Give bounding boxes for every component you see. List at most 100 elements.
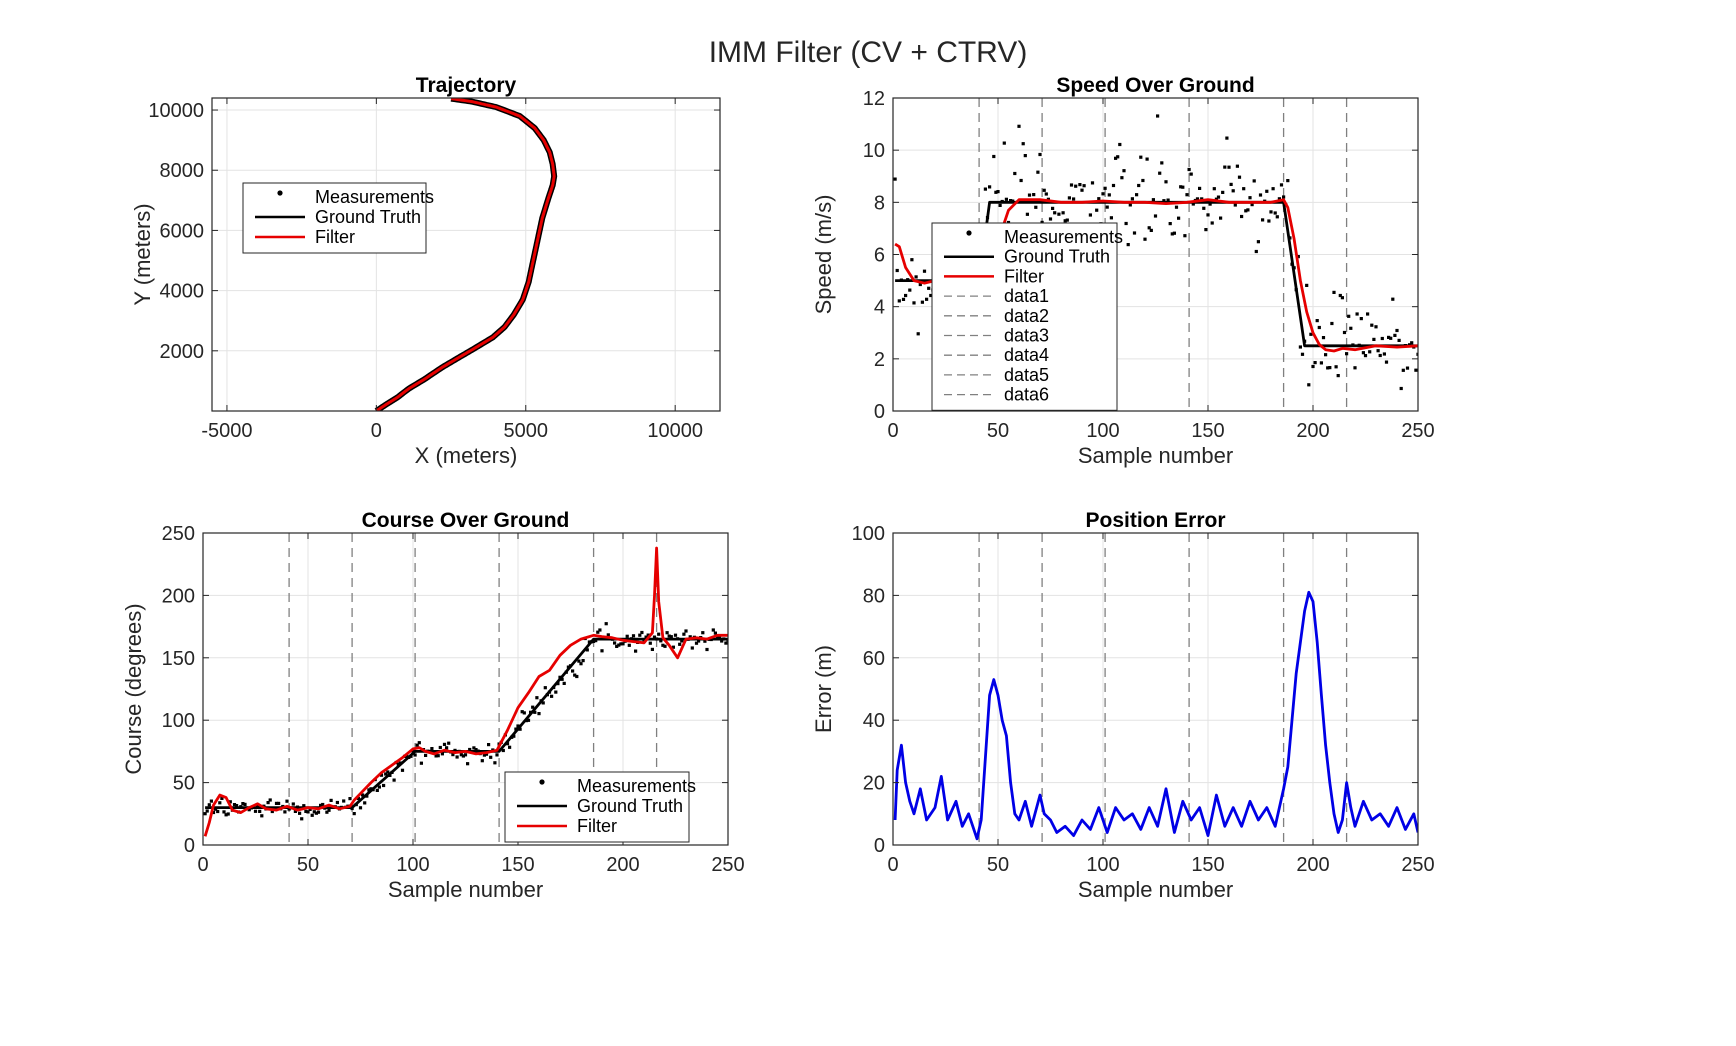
- measurement-point: [209, 799, 213, 803]
- measurement-point: [1332, 290, 1336, 294]
- filter-line: [375, 98, 556, 411]
- measurement-point: [419, 761, 423, 765]
- legend-entry: data1: [1004, 286, 1049, 306]
- y-tick-label: 50: [173, 773, 195, 795]
- measurement-point: [400, 768, 405, 772]
- measurement-point: [493, 761, 497, 765]
- measurement-point: [640, 630, 644, 635]
- measurement-point: [1172, 231, 1176, 235]
- measurement-point: [1265, 189, 1269, 193]
- measurement-point: [705, 647, 709, 652]
- measurement-point: [1202, 206, 1206, 210]
- measurement-point: [224, 813, 228, 817]
- measurement-point: [1078, 183, 1082, 187]
- y-tick-label: 0: [874, 835, 885, 857]
- measurement-point: [1212, 187, 1216, 191]
- measurement-point: [258, 809, 262, 813]
- measurement-point: [205, 809, 209, 813]
- x-tick-label: 0: [371, 420, 382, 442]
- measurement-point: [526, 718, 531, 722]
- measurement-point: [1311, 364, 1315, 369]
- measurement-point: [508, 745, 512, 749]
- measurement-point: [1342, 330, 1347, 335]
- measurement-point: [438, 745, 442, 750]
- measurement-point: [1114, 156, 1118, 160]
- measurement-point: [910, 258, 914, 262]
- measurement-point: [1103, 186, 1107, 190]
- measurement-point: [1063, 219, 1067, 223]
- measurement-point: [703, 639, 707, 643]
- measurement-point: [631, 634, 636, 638]
- measurement-point: [1387, 335, 1391, 339]
- measurement-point: [690, 646, 694, 650]
- measurement-point: [1378, 353, 1382, 358]
- measurement-point: [1004, 197, 1008, 201]
- x-tick-label: 150: [1191, 854, 1224, 876]
- measurement-point: [226, 812, 230, 816]
- measurement-point: [1349, 326, 1353, 330]
- measurement-point: [348, 797, 352, 801]
- measurement-point: [621, 642, 625, 646]
- measurement-point: [424, 753, 428, 757]
- measurement-point: [916, 332, 920, 336]
- measurement-point: [634, 649, 638, 653]
- y-tick-label: 2000: [160, 341, 205, 363]
- legend-entry: Ground Truth: [1004, 247, 1110, 267]
- measurement-point: [541, 701, 545, 705]
- measurement-point: [314, 811, 318, 815]
- measurement-point: [1391, 297, 1395, 301]
- measurement-point: [646, 633, 650, 637]
- measurement-point: [1324, 353, 1328, 357]
- measurement-point: [713, 631, 717, 635]
- axes-decoration: 0 50 100 150 200 250 0 2 4 6 8 10 12 Speed Over Groun…: [811, 74, 1435, 468]
- measurement-point: [594, 639, 598, 643]
- measurement-point: [577, 659, 581, 663]
- figure-title: IMM Filter (CV + CTRV): [709, 36, 1028, 69]
- measurement-point: [253, 809, 258, 813]
- measurement-point: [1345, 352, 1349, 356]
- x-tick-label: 5000: [504, 420, 549, 442]
- measurement-point: [1279, 183, 1284, 187]
- measurement-point: [1269, 210, 1273, 214]
- measurement-point: [1366, 312, 1370, 316]
- measurement-point: [1298, 345, 1302, 349]
- measurement-point: [625, 634, 629, 638]
- measurement-point: [1307, 383, 1311, 387]
- axes-box: [202, 532, 729, 846]
- measurement-point: [1057, 212, 1061, 216]
- x-axis-label: Sample number: [1078, 877, 1233, 902]
- measurement-point: [214, 807, 218, 811]
- x-tick-label: 100: [1086, 420, 1119, 442]
- measurement-point: [329, 798, 333, 802]
- measurement-point: [1326, 366, 1330, 370]
- measurement-point: [1321, 336, 1326, 340]
- measurement-point: [1051, 206, 1055, 210]
- filter-line: [203, 546, 728, 837]
- y-tick-label: 100: [852, 523, 885, 545]
- legend-entry: data6: [1004, 385, 1049, 405]
- measurement-point: [1130, 197, 1134, 201]
- measurement-point: [1009, 199, 1013, 203]
- measurement-point: [638, 633, 642, 637]
- measurement-point: [430, 747, 434, 751]
- measurement-point: [1118, 142, 1122, 147]
- measurement-point: [285, 799, 289, 803]
- measurement-point: [1023, 154, 1027, 158]
- measurement-point: [615, 644, 619, 648]
- measurement-point: [1025, 212, 1029, 216]
- x-tick-label: 50: [987, 420, 1009, 442]
- x-tick-label: 0: [887, 420, 898, 442]
- legend-entry: Filter: [315, 227, 355, 247]
- measurement-point: [550, 694, 554, 698]
- measurement-point: [232, 803, 237, 807]
- measurement-point: [319, 803, 323, 807]
- measurement-point: [386, 770, 390, 774]
- plot-area: [212, 98, 720, 411]
- measurement-point: [575, 674, 579, 679]
- measurement-point: [1363, 354, 1368, 358]
- measurement-point: [720, 639, 724, 643]
- measurement-point: [300, 817, 304, 821]
- measurement-point: [697, 639, 701, 643]
- measurement-point: [1216, 195, 1221, 199]
- measurement-point: [455, 755, 459, 759]
